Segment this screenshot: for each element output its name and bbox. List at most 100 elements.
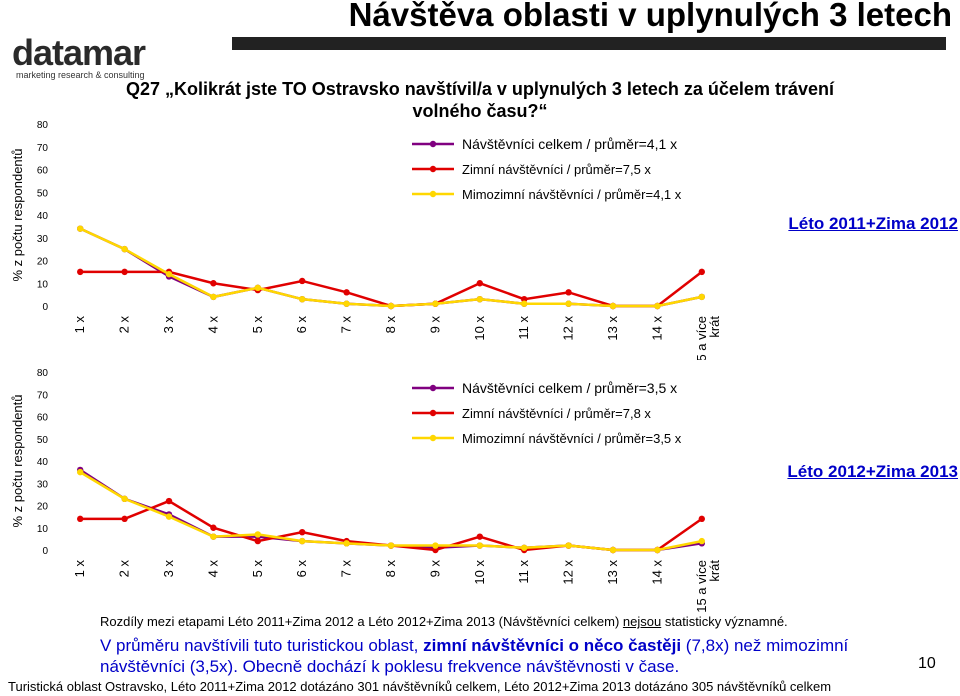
legend-swatch-marker [429, 140, 437, 148]
data-point [698, 537, 705, 545]
x-tick-label: 2 x [117, 316, 132, 334]
x-tick-label: 3 x [161, 316, 176, 334]
legend-label: Mimozimní návštěvníci / průměr=3,5 x [462, 431, 682, 446]
data-point [210, 524, 217, 531]
diff-note-text-2: statisticky významné. [661, 614, 788, 629]
x-tick-label: krát [707, 316, 722, 338]
data-point [299, 277, 306, 285]
data-point [299, 529, 306, 536]
x-tick-label: 1 x [72, 560, 87, 578]
x-tick-label: 6 x [294, 560, 309, 578]
y-tick-label: 30 [37, 234, 49, 245]
datamar-logo: datamar marketing research & consulting [12, 35, 146, 81]
data-point [210, 293, 217, 301]
data-point [609, 546, 617, 554]
data-point [432, 542, 439, 549]
x-tick-label: 15 a více [694, 316, 709, 360]
data-point [432, 300, 439, 307]
x-tick-label: 4 x [205, 560, 220, 578]
logo-tagline: marketing research & consulting [16, 70, 145, 80]
data-point [565, 300, 572, 307]
data-point [476, 533, 483, 540]
x-tick-label: 13 x [605, 316, 620, 341]
x-tick-label: 12 x [561, 560, 576, 585]
x-tick-label: 9 x [427, 560, 442, 578]
legend-swatch-marker [429, 409, 437, 417]
x-tick-label: 14 x [649, 560, 664, 585]
data-point [210, 280, 217, 287]
legend-swatch-marker [429, 190, 437, 198]
y-tick-label: 60 [37, 413, 49, 424]
data-point [521, 295, 528, 303]
series-line [79, 471, 703, 552]
data-point [77, 515, 84, 523]
data-point [432, 546, 439, 554]
chart-leto-2011-zima-2012: % z počtu respondentů 0 10 20 30 40 50 60 70 80 1 … [10, 120, 722, 360]
data-point [254, 537, 261, 545]
legend-swatch-marker [429, 165, 437, 173]
data-point [698, 293, 705, 301]
data-point [609, 302, 617, 310]
y-tick-label: 50 [37, 435, 49, 446]
y-tick-label: 50 [37, 188, 49, 199]
x-tick-label: krát [707, 560, 722, 582]
y-tick-label: 80 [37, 368, 49, 379]
data-point [77, 268, 84, 276]
x-tick-label: 11 x [516, 560, 531, 584]
y-tick-label: 0 [42, 302, 48, 313]
y-tick-label: 10 [37, 524, 49, 535]
data-point [343, 540, 350, 547]
data-point [476, 542, 483, 549]
x-tick-label: 7 x [339, 316, 354, 334]
x-tick-label: 8 x [383, 560, 398, 578]
legend-label: Mimozimní návštěvníci / průměr=4,1 x [462, 187, 682, 202]
x-tick-label: 7 x [339, 560, 354, 578]
y-tick-label: 40 [37, 211, 49, 222]
y-tick-label: 20 [37, 502, 49, 513]
x-tick-label: 9 x [427, 316, 442, 334]
data-point [299, 295, 306, 303]
data-point [387, 542, 395, 549]
summary-bold: zimní návštěvníci o něco častěji [423, 636, 682, 655]
legend-label: Zimní návštěvníci / průměr=7,8 x [462, 406, 651, 421]
legend-swatch-marker [429, 434, 437, 442]
data-point [165, 497, 173, 505]
x-tick-label: 1 x [72, 316, 87, 334]
y-tick-label: 80 [37, 120, 49, 131]
diff-note-text-1: Rozdíly mezi etapami Léto 2011+Zima 2012… [100, 614, 623, 629]
y-tick-label: 60 [37, 166, 49, 177]
data-point [121, 495, 128, 503]
y-axis-label: % z počtu respondentů [10, 395, 25, 528]
period-label-2: Léto 2012+Zima 2013 [787, 462, 958, 481]
difference-note: Rozdíly mezi etapami Léto 2011+Zima 2012… [100, 614, 788, 629]
data-point [77, 468, 84, 476]
x-tick-label: 5 x [250, 560, 265, 578]
x-tick-label: 5 x [250, 316, 265, 334]
x-tick-label: 12 x [561, 316, 576, 341]
legend-label: Návštěvníci celkem / průměr=3,5 x [462, 380, 677, 396]
legend-label: Zimní návštěvníci / průměr=7,5 x [462, 162, 651, 177]
period-label-1: Léto 2011+Zima 2012 [788, 214, 958, 233]
data-point [254, 284, 261, 291]
summary-text: V průměru navštívili tuto turistickou ob… [100, 635, 900, 677]
data-point [698, 268, 705, 276]
x-tick-label: 3 x [161, 560, 176, 578]
y-tick-label: 30 [37, 479, 49, 490]
data-point [254, 531, 261, 538]
data-point [654, 546, 661, 554]
data-point [565, 542, 572, 549]
data-point [521, 300, 528, 307]
data-point [299, 537, 306, 545]
data-point [343, 289, 350, 296]
x-tick-label: 8 x [383, 316, 398, 334]
data-point [476, 280, 483, 287]
data-point [521, 544, 528, 551]
y-tick-label: 0 [42, 546, 48, 557]
diff-note-underlined: nejsou [622, 614, 662, 629]
page-number: 10 [918, 655, 936, 672]
data-point [165, 513, 173, 520]
series-line [79, 468, 702, 552]
x-tick-label: 10 x [472, 316, 487, 341]
x-tick-label: 4 x [205, 316, 220, 334]
data-point [698, 515, 705, 523]
